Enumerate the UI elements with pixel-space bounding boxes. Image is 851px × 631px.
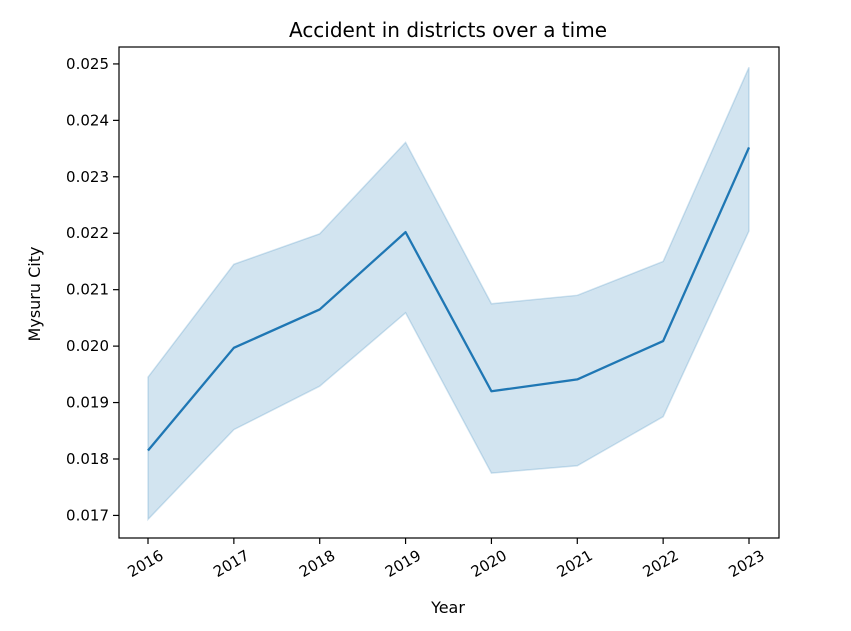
plot-area: 2016 2017 2018 2019 2020 2021 2022 2023 0.017 0.0… <box>66 46 780 581</box>
x-tick-label: 2018 <box>296 546 338 581</box>
x-tick-label: 2023 <box>725 546 767 581</box>
x-tick-label: 2019 <box>382 546 424 581</box>
y-tick-label: 0.025 <box>66 55 109 73</box>
x-tick-label: 2021 <box>554 546 596 581</box>
x-tick-label: 2022 <box>640 546 682 581</box>
series-line <box>147 146 751 452</box>
y-tick-label: 0.024 <box>66 111 109 129</box>
y-axis-label: Mysuru City <box>25 247 44 342</box>
plot-frame <box>118 46 780 539</box>
y-tick-label: 0.017 <box>66 506 109 524</box>
confidence-band <box>147 67 750 522</box>
y-tick-label: 0.020 <box>66 337 109 355</box>
y-tick-label: 0.022 <box>66 224 109 242</box>
y-tick-label: 0.023 <box>66 168 109 186</box>
y-tick-label: 0.018 <box>66 450 109 468</box>
x-axis-label: Year <box>430 598 465 617</box>
chart-title: Accident in districts over a time <box>289 18 607 42</box>
x-tick-label: 2017 <box>210 546 252 581</box>
x-tick-label: 2016 <box>124 546 166 581</box>
x-tick-label: 2020 <box>468 546 510 581</box>
y-tick-label: 0.019 <box>66 394 109 412</box>
y-tick-label: 0.021 <box>66 281 109 299</box>
